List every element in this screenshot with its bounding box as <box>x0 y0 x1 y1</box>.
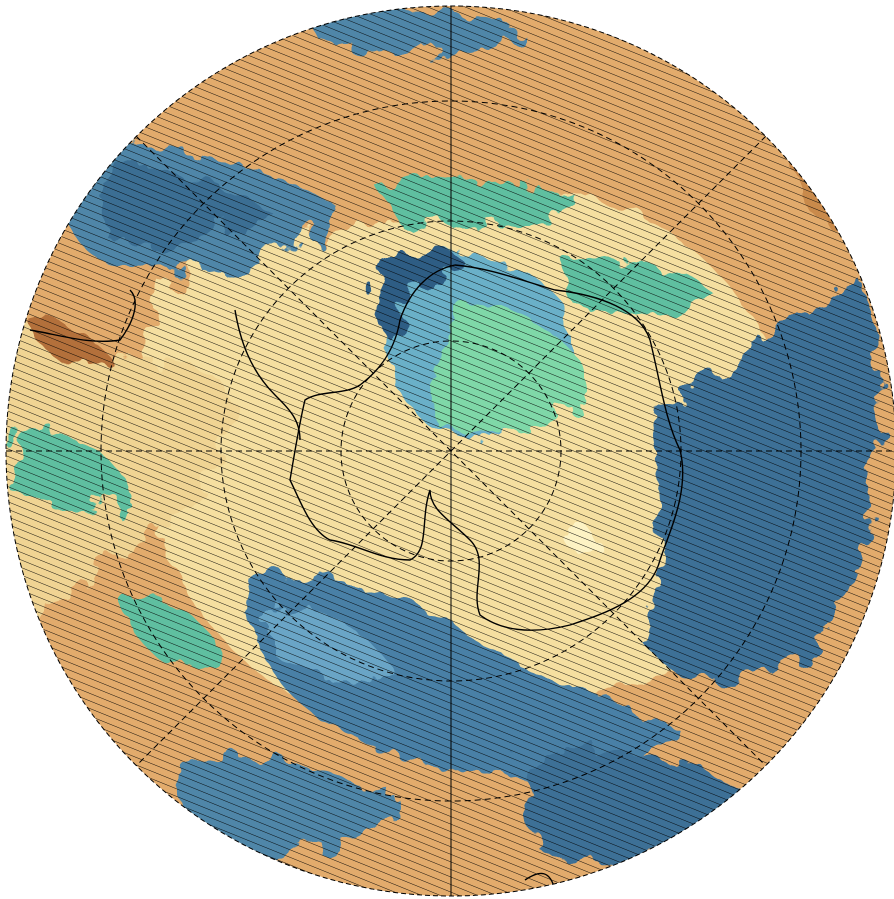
coastline <box>29 289 136 343</box>
coastline <box>234 309 301 441</box>
meridian <box>135 135 767 767</box>
antarctica-coast <box>289 264 684 631</box>
map-boundary <box>5 5 894 897</box>
graticule <box>6 6 894 896</box>
